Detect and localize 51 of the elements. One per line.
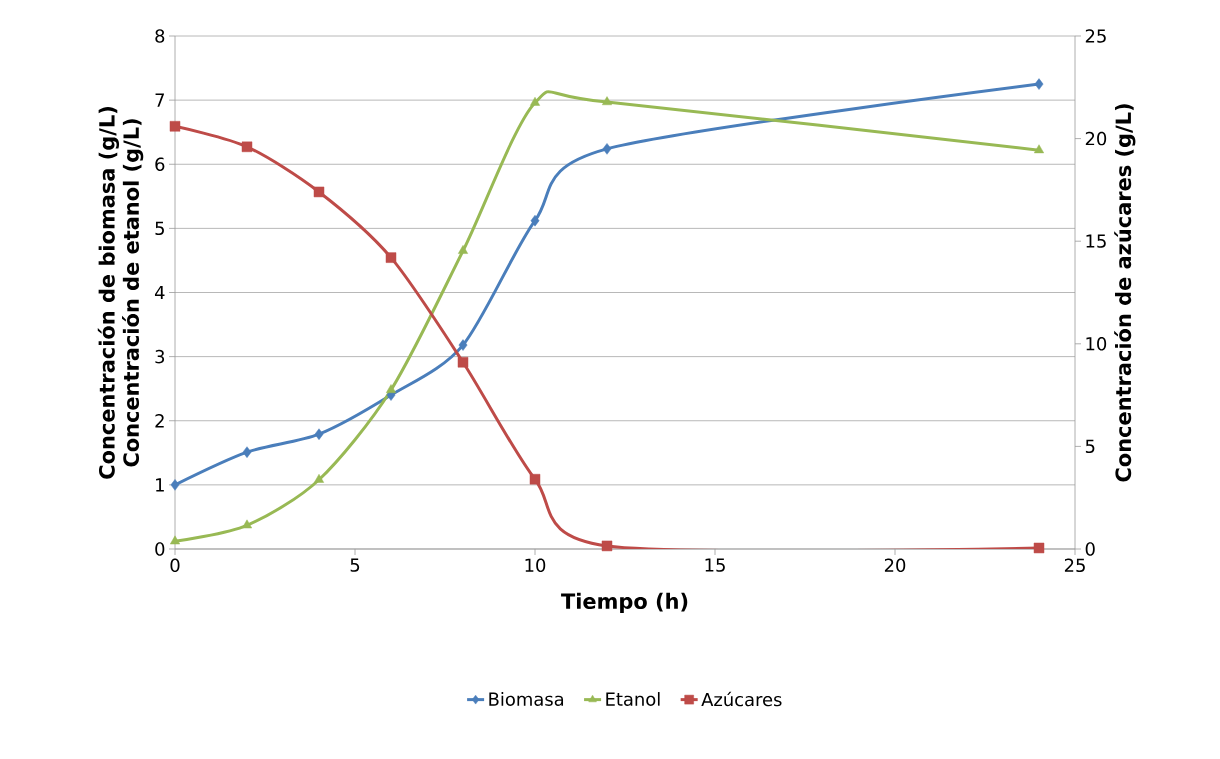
y2-tick-label: 5 bbox=[1085, 439, 1095, 454]
point bbox=[386, 384, 396, 393]
x-tick-label: 10 bbox=[525, 558, 546, 573]
legend-label: Azúcares bbox=[701, 691, 782, 707]
point bbox=[170, 479, 180, 491]
y-tick-label: 2 bbox=[155, 414, 164, 428]
x-tick-label: 25 bbox=[1064, 558, 1085, 573]
x-tick-label: 5 bbox=[350, 558, 360, 572]
point bbox=[313, 186, 325, 198]
point bbox=[1034, 144, 1045, 154]
text: Concentración de etanol (g/L) bbox=[122, 119, 144, 467]
point bbox=[241, 141, 253, 153]
point bbox=[530, 96, 540, 106]
point bbox=[457, 357, 469, 368]
x-tick-label: 20 bbox=[884, 558, 906, 573]
x-tick-label: 0 bbox=[170, 558, 180, 573]
point bbox=[458, 339, 468, 351]
point bbox=[1033, 542, 1045, 554]
point bbox=[1034, 78, 1044, 90]
point bbox=[170, 535, 180, 545]
point bbox=[242, 446, 252, 458]
y2-tick-label: 15 bbox=[1086, 234, 1106, 248]
y-tick-label: 4 bbox=[154, 285, 165, 300]
point bbox=[601, 540, 613, 552]
point bbox=[529, 474, 541, 485]
x-tick-label: 15 bbox=[705, 558, 725, 572]
point bbox=[242, 519, 252, 529]
y-tick-label: 0 bbox=[155, 542, 165, 556]
y2-tick-label: 20 bbox=[1085, 131, 1107, 146]
y-tick-label: 7 bbox=[155, 93, 164, 107]
point bbox=[169, 121, 181, 132]
y-tick-label: 1 bbox=[156, 478, 164, 492]
y2-tick-label: 10 bbox=[1086, 337, 1107, 351]
y-tick-label: 8 bbox=[155, 29, 165, 43]
point bbox=[530, 214, 540, 227]
point bbox=[458, 245, 468, 254]
text: Concentración de biomasa (g/L) bbox=[97, 107, 120, 479]
point bbox=[314, 428, 324, 440]
y-tick-label: 3 bbox=[155, 349, 165, 364]
y2-axis-title: Concentración de azúcares (g/L) bbox=[1114, 104, 1136, 482]
point bbox=[602, 96, 612, 106]
y-tick-label: 5 bbox=[155, 221, 164, 236]
point bbox=[385, 252, 397, 263]
y2-tick-label: 0 bbox=[1085, 542, 1095, 556]
point bbox=[602, 143, 612, 155]
legend-label: Etanol bbox=[606, 692, 660, 706]
point bbox=[314, 474, 324, 483]
legend-label: Biomasa bbox=[489, 692, 564, 706]
y-tick-label: 6 bbox=[155, 157, 165, 172]
x-axis-title: Tiempo (h) bbox=[561, 592, 688, 614]
y2-tick-label: 25 bbox=[1085, 29, 1106, 43]
